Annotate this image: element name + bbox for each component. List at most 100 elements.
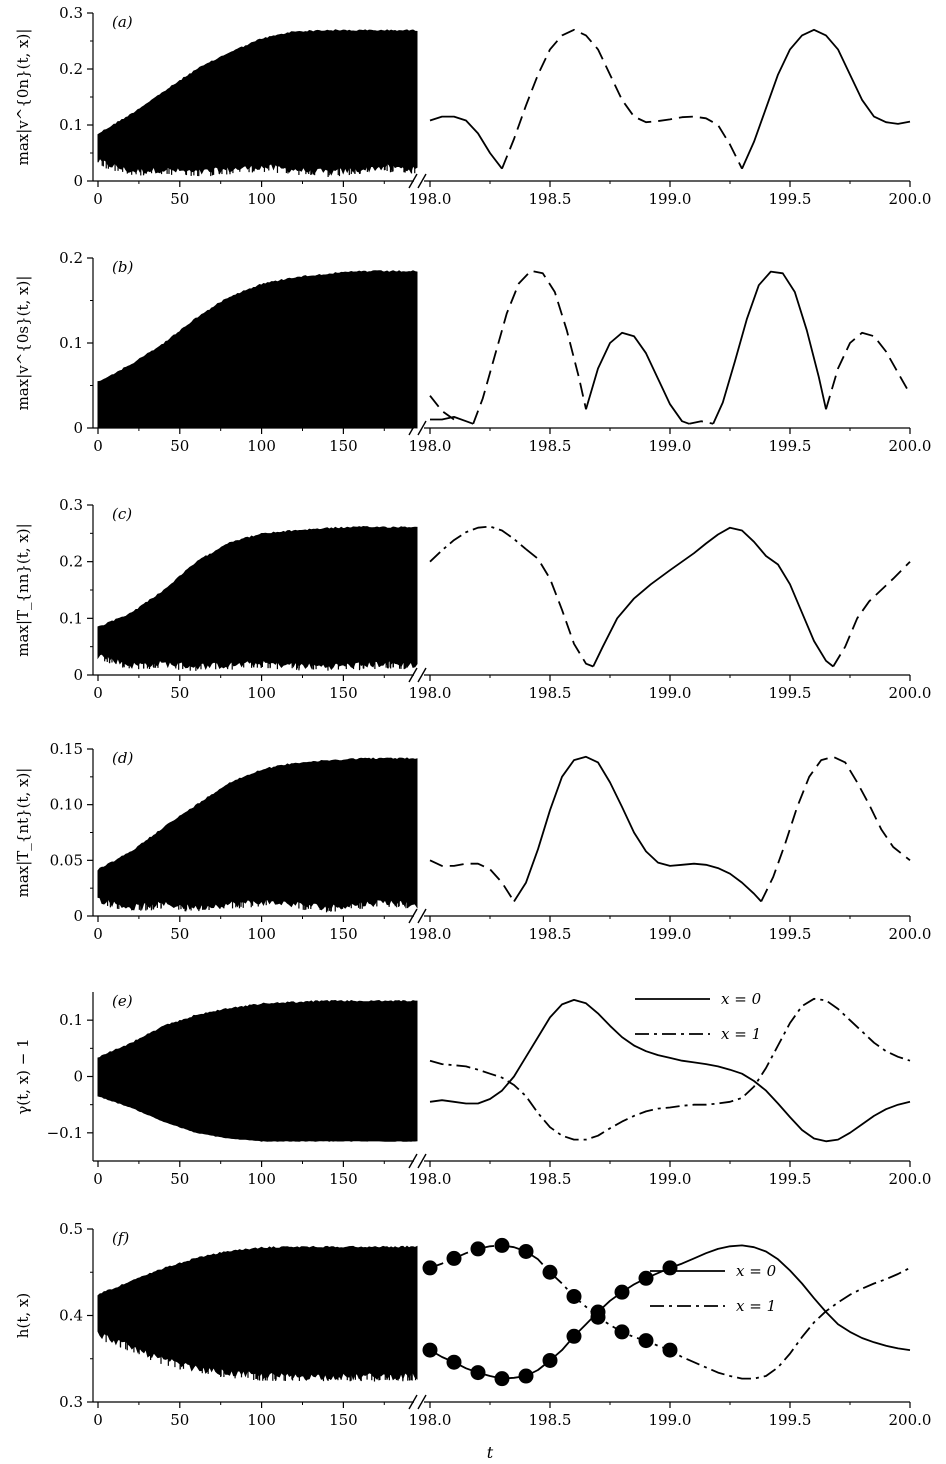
x-tick-label: 0: [93, 437, 103, 455]
marker-point: [614, 1284, 630, 1300]
x-tick-label: 0: [93, 1411, 103, 1429]
panel-label: (c): [112, 505, 132, 523]
x-tick-label: 150: [329, 925, 358, 943]
oscillation-band: [97, 1245, 418, 1381]
axis-break-mark: [417, 420, 427, 436]
x-tick-label: 150: [329, 1411, 358, 1429]
y-axis-label: max|v^{0s}(t, x)|: [14, 276, 32, 411]
x-tick-label: 50: [170, 925, 189, 943]
x-tick-label: 0: [93, 684, 103, 702]
x-tick-label: 100: [247, 437, 276, 455]
x-tick-label: 199.0: [649, 190, 692, 208]
marker-point: [518, 1243, 534, 1259]
x-tick-label: 100: [247, 1170, 276, 1188]
axis-break-mark: [408, 1153, 418, 1169]
x-tick-label: 199.0: [649, 437, 692, 455]
panel-e: −0.1 0 0.1 0 50 100 150 198.0 198.5 199.0 199.5 200…: [14, 990, 931, 1188]
x-tick-label: 100: [247, 190, 276, 208]
marker-point: [518, 1368, 534, 1384]
marker-point: [614, 1324, 630, 1340]
x-tick-label: 200.0: [889, 437, 932, 455]
y-tick-label: 0.15: [50, 740, 83, 758]
x-tick-label: 0: [93, 925, 103, 943]
x-tick-label: 199.0: [649, 1411, 692, 1429]
x-tick-label: 100: [247, 925, 276, 943]
panel-label: (e): [112, 992, 133, 1010]
series-line-solid-1: [513, 755, 762, 903]
x-tick-label: 199.5: [769, 684, 812, 702]
panel-label: (b): [112, 258, 133, 276]
x-tick-label: 100: [247, 684, 276, 702]
axis-break-mark: [417, 667, 427, 683]
y-tick-label: 0: [73, 907, 83, 925]
panel-label: (a): [112, 13, 133, 31]
y-axis-label: γ(t, x) − 1: [14, 1038, 32, 1114]
series-line-solid-2: [741, 28, 911, 170]
x-tick-label: 199.5: [769, 1411, 812, 1429]
x-tick-label: 50: [170, 437, 189, 455]
panel-f: 0.3 0.4 0.5 0 50 100 150 198.0 198.5 199.0 199.5 20…: [14, 1220, 931, 1429]
x-tick-label: 198.0: [409, 190, 452, 208]
y-axis-label: h(t, x): [14, 1293, 32, 1338]
marker-point: [566, 1288, 582, 1304]
marker-point: [494, 1237, 510, 1253]
x-tick-label: 150: [329, 437, 358, 455]
panel-c: 0 0.1 0.2 0.3 0 50 100 150 198.0 198.5 199.0 199.5 2…: [14, 496, 931, 702]
series-line-x=0: [429, 999, 911, 1143]
y-axis-label: max|v^{0n}(t, x)|: [14, 29, 32, 166]
axis-break-mark: [417, 1153, 427, 1169]
series-line-dashed-3: [832, 561, 911, 667]
series-line-solid-0: [429, 115, 503, 170]
marker-point: [566, 1328, 582, 1344]
marker-point: [446, 1354, 462, 1370]
oscillation-band: [97, 270, 418, 429]
axis-break-mark: [417, 1394, 427, 1410]
y-axis-label: max|T_{nt}(t, x)|: [14, 768, 32, 898]
y-tick-label: 0.3: [59, 496, 83, 514]
x-tick-label: 199.0: [649, 1170, 692, 1188]
x-tick-label: 198.5: [529, 1411, 572, 1429]
x-tick-label: 200.0: [889, 925, 932, 943]
series-line-solid-1: [430, 416, 474, 425]
x-tick-label: 198.0: [409, 925, 452, 943]
y-tick-label: 0.1: [59, 609, 83, 627]
x-tick-label: 150: [329, 1170, 358, 1188]
y-tick-label: 0.2: [59, 60, 83, 78]
marker-point: [638, 1333, 654, 1349]
panel-a: 0 0.1 0.2 0.3 0 50 100 150 198.0 198.5 199.0 199.5 2…: [14, 4, 931, 208]
series-line-dashed-4: [689, 420, 714, 425]
x-tick-label: 198.0: [409, 1411, 452, 1429]
x-tick-label: 50: [170, 684, 189, 702]
series-line-solid-3: [585, 331, 690, 425]
x-tick-label: 150: [329, 684, 358, 702]
panel-b: 0 0.1 0.2 0 50 100 150 198.0 198.5 199.0 199.5 200.…: [14, 249, 931, 455]
series-line-dashed-0: [429, 395, 455, 421]
x-tick-label: 200.0: [889, 1170, 932, 1188]
y-axis-label: max|T_{nn}(t, x)|: [14, 523, 32, 656]
series-line-solid-2: [592, 526, 834, 668]
y-tick-label: −0.1: [47, 1124, 83, 1142]
axis-break-mark: [417, 173, 427, 189]
x-tick-label: 50: [170, 190, 189, 208]
axis-break-mark: [408, 667, 418, 683]
x-tick-label: 198.5: [529, 925, 572, 943]
series-line-dashed-1: [525, 548, 594, 668]
x-tick-label: 200.0: [889, 1411, 932, 1429]
x-tick-label: 150: [329, 190, 358, 208]
x-tick-label: 198.0: [409, 437, 452, 455]
y-tick-label: 0: [73, 1068, 83, 1086]
x-tick-label: 198.5: [529, 1170, 572, 1188]
x-axis-title: t: [487, 1443, 494, 1462]
x-tick-label: 0: [93, 1170, 103, 1188]
series-line-dashed-1: [501, 28, 743, 170]
panel-label: (d): [112, 749, 133, 767]
x-tick-label: 199.0: [649, 684, 692, 702]
x-tick-label: 198.5: [529, 190, 572, 208]
x-tick-label: 200.0: [889, 684, 932, 702]
legend-label: x = 0: [736, 1262, 777, 1280]
panel-d: 0 0.05 0.10 0.15 0 50 100 150 198.0 198.5 199.0 199…: [14, 740, 931, 943]
axis-break-mark: [408, 173, 418, 189]
marker-point: [590, 1309, 606, 1325]
y-tick-label: 0.2: [59, 553, 83, 571]
